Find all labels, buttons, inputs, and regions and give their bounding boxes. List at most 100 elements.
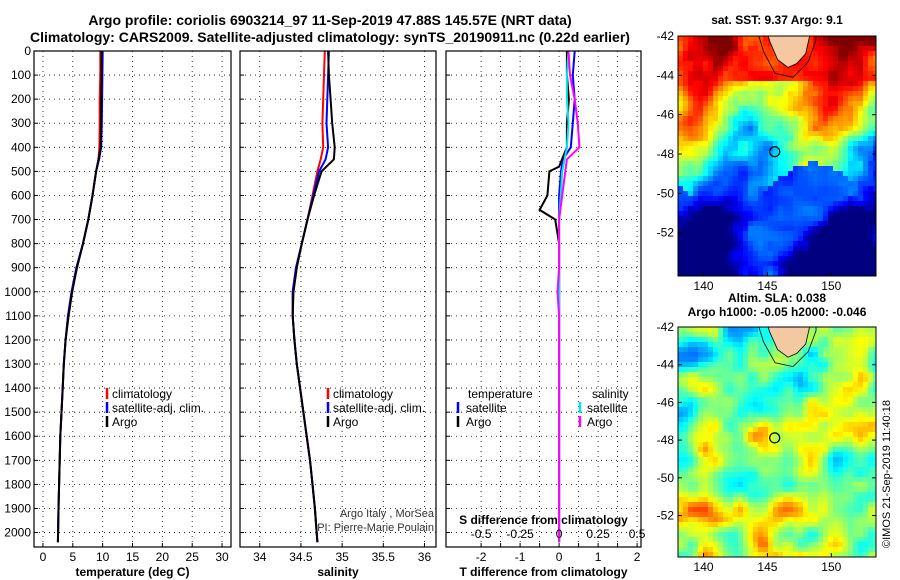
heatmap-cell <box>683 56 689 62</box>
heatmap-cell <box>683 211 689 217</box>
heatmap-cell <box>868 191 874 197</box>
heatmap-cell <box>698 347 704 353</box>
heatmap-cell <box>733 482 739 488</box>
heatmap-cell <box>748 271 754 276</box>
heatmap-cell <box>858 327 864 333</box>
heatmap-cell <box>808 126 814 132</box>
heatmap-cell <box>813 432 819 438</box>
heatmap-cell <box>768 61 774 67</box>
heatmap-cell <box>863 231 869 237</box>
heatmap-cell <box>813 477 819 483</box>
heatmap-cell <box>828 41 834 47</box>
heatmap-cell <box>783 226 789 232</box>
heatmap-cell <box>848 382 854 388</box>
heatmap-cell <box>743 457 749 463</box>
heatmap-cell <box>698 141 704 147</box>
heatmap-cell <box>868 447 874 453</box>
heatmap-cell <box>723 206 729 212</box>
heatmap-cell <box>813 472 819 478</box>
x-tick-label: 25 <box>186 550 200 564</box>
heatmap-cell <box>783 141 789 147</box>
heatmap-cell <box>848 171 854 177</box>
heatmap-cell <box>808 392 814 398</box>
heatmap-cell <box>848 502 854 508</box>
heatmap-cell <box>863 442 869 448</box>
heatmap-cell <box>828 51 834 57</box>
heatmap-cell <box>678 41 684 47</box>
heatmap-cell <box>773 447 779 453</box>
heatmap-cell <box>793 196 799 202</box>
heatmap-cell <box>763 457 769 463</box>
heatmap-cell <box>693 141 699 147</box>
heatmap-cell <box>758 246 764 252</box>
heatmap-cell <box>693 527 699 533</box>
heatmap-cell <box>753 382 759 388</box>
heatmap-cell <box>828 151 834 157</box>
heatmap-cell <box>768 171 774 177</box>
heatmap-cell <box>813 81 819 87</box>
heatmap-cell <box>718 211 724 217</box>
heatmap-cell <box>803 201 809 207</box>
heatmap-cell <box>763 171 769 177</box>
heatmap-cell <box>868 517 874 523</box>
heatmap-cell <box>688 186 694 192</box>
heatmap-cell <box>863 211 869 217</box>
heatmap-cell <box>678 96 684 102</box>
heatmap-cell <box>768 372 774 378</box>
heatmap-cell <box>713 266 719 272</box>
heatmap-cell <box>698 457 704 463</box>
heatmap-cell <box>818 36 824 42</box>
heatmap-cell <box>698 422 704 428</box>
heatmap-cell <box>808 527 814 533</box>
heatmap-cell <box>718 372 724 378</box>
heatmap-cell <box>843 106 849 112</box>
heatmap-cell <box>848 246 854 252</box>
heatmap-cell <box>823 492 829 498</box>
heatmap-cell <box>723 96 729 102</box>
heatmap-cell <box>818 106 824 112</box>
heatmap-cell <box>873 462 876 468</box>
heatmap-cell <box>693 507 699 513</box>
heatmap-cell <box>773 101 779 107</box>
heatmap-cell <box>868 477 874 483</box>
heatmap-cell <box>678 432 684 438</box>
heatmap-cell <box>863 387 869 393</box>
heatmap-cell <box>723 447 729 453</box>
heatmap-cell <box>833 467 839 473</box>
heatmap-cell <box>683 497 689 503</box>
heatmap-cell <box>713 106 719 112</box>
heatmap-cell <box>843 131 849 137</box>
heatmap-cell <box>788 432 794 438</box>
heatmap-cell <box>723 542 729 548</box>
heatmap-cell <box>718 497 724 503</box>
heatmap-cell <box>698 196 704 202</box>
heatmap-cell <box>853 517 859 523</box>
heatmap-cell <box>863 81 869 87</box>
heatmap-cell <box>733 161 739 167</box>
heatmap-cell <box>703 367 709 373</box>
heatmap-cell <box>723 402 729 408</box>
heatmap-cell <box>808 357 814 363</box>
heatmap-cell <box>853 241 859 247</box>
heatmap-cell <box>723 136 729 142</box>
heatmap-cell <box>833 56 839 62</box>
heatmap-cell <box>753 362 759 368</box>
heatmap-cell <box>848 527 854 533</box>
heatmap-cell <box>738 171 744 177</box>
heatmap-cell <box>868 377 874 383</box>
heatmap-cell <box>768 497 774 503</box>
heatmap-cell <box>708 437 714 443</box>
heatmap-cell <box>678 271 684 276</box>
heatmap-cell <box>688 342 694 348</box>
heatmap-cell <box>708 101 714 107</box>
heatmap-cell <box>863 216 869 222</box>
heatmap-cell <box>698 166 704 172</box>
heatmap-cell <box>698 417 704 423</box>
heatmap-cell <box>693 41 699 47</box>
heatmap-cell <box>868 246 874 252</box>
heatmap-cell <box>788 457 794 463</box>
heatmap-cell <box>798 196 804 202</box>
heatmap-cell <box>738 467 744 473</box>
heatmap-cell <box>873 407 876 413</box>
heatmap-cell <box>693 61 699 67</box>
